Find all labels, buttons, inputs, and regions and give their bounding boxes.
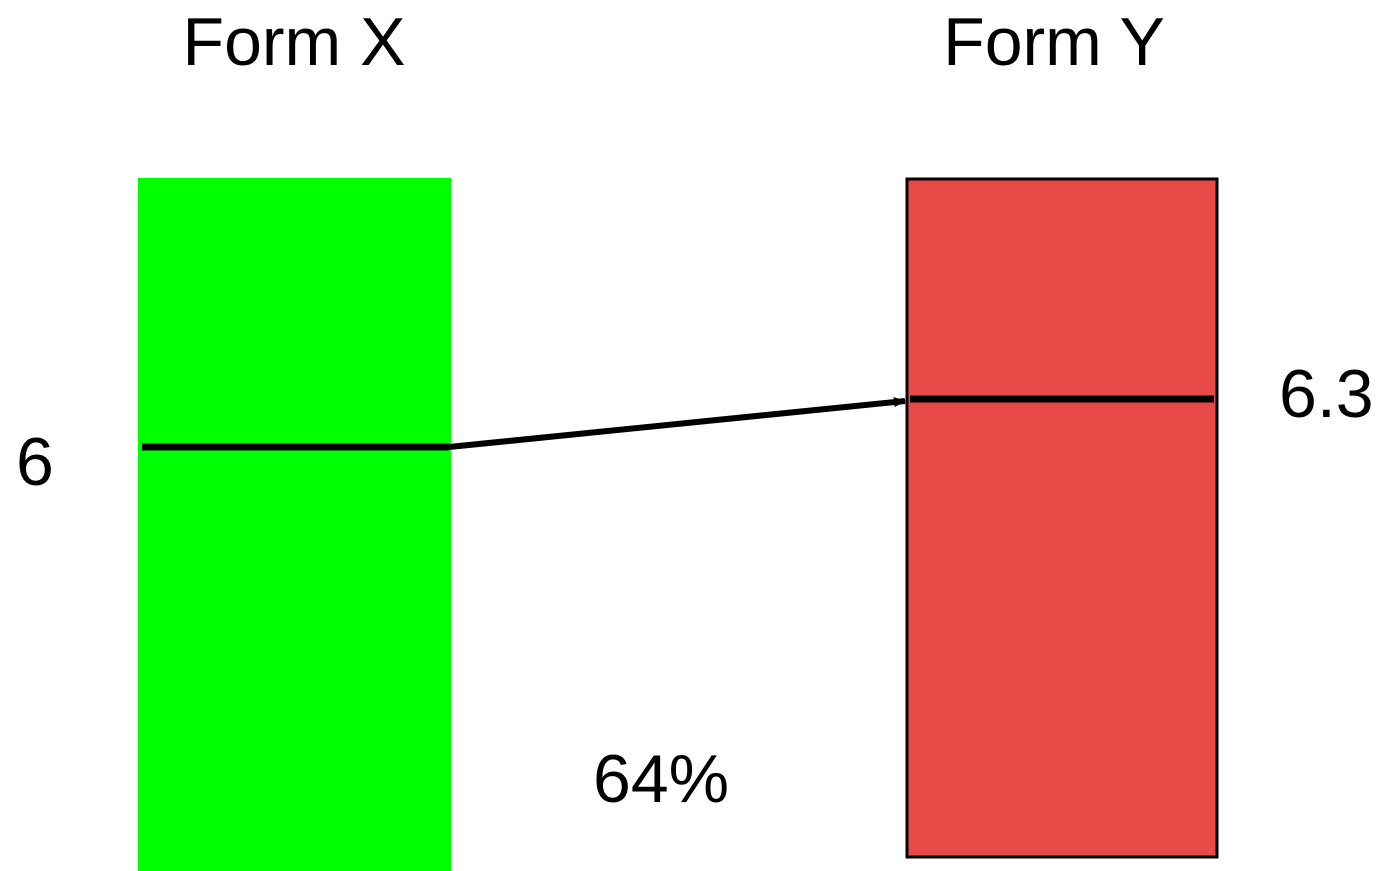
equating-arrow [448,397,906,450]
form-x-title: Form X [183,4,406,80]
percentile-label: 64% [593,741,729,817]
form-y-title: Form Y [943,4,1165,80]
form-x-score-label: 6 [16,424,54,500]
form-x-bar [138,178,451,871]
form-y-bar [905,177,1219,859]
form-y-score-label: 6.3 [1279,356,1374,432]
